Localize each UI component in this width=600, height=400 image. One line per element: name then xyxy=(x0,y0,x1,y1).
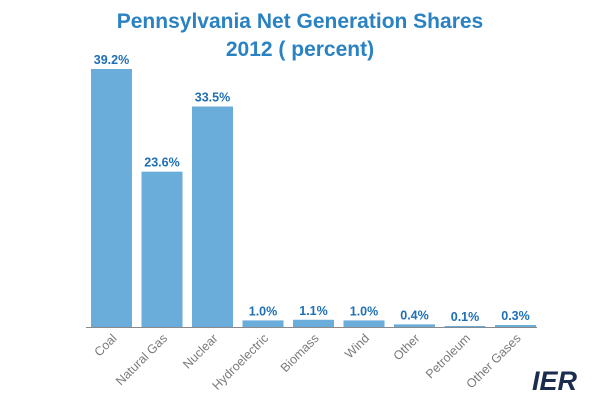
value-label: 0.1% xyxy=(451,310,480,324)
value-label: 33.5% xyxy=(195,91,230,105)
category-label: Natural Gas xyxy=(113,331,170,388)
bar-biomass xyxy=(293,319,334,327)
logo-text: IER xyxy=(532,366,578,394)
bar-coal xyxy=(91,69,132,327)
category-label: Biomass xyxy=(278,331,322,375)
bar-wind xyxy=(343,320,385,327)
value-label: 1.1% xyxy=(299,304,328,318)
bar-hydroelectric xyxy=(242,320,284,327)
category-label: Wind xyxy=(342,331,372,361)
category-label: Other xyxy=(391,331,423,363)
value-label: 23.6% xyxy=(144,156,179,170)
value-label: 0.3% xyxy=(501,309,530,323)
value-label: 1.0% xyxy=(249,304,278,318)
bar-petroleum xyxy=(444,326,486,327)
bar-other xyxy=(394,324,435,327)
value-labels-group: 39.2% 23.6% 33.5% 1.0% 1.1% 1.0% 0.4% 0.1% 0.3% xyxy=(94,53,530,324)
category-label: Coal xyxy=(92,331,120,359)
bar-nuclear xyxy=(192,106,233,327)
value-label: 39.2% xyxy=(94,53,129,67)
category-label: Petroleum xyxy=(423,331,473,381)
bars-group xyxy=(91,69,536,327)
value-label: 1.0% xyxy=(350,304,379,318)
value-label: 0.4% xyxy=(400,308,429,322)
chart-title-line-1: Pennsylvania Net Generation Shares xyxy=(116,10,484,33)
category-label: Other Gases xyxy=(464,331,524,391)
chart-title-line-2: 2012 ( percent) xyxy=(225,38,375,61)
bar-natural-gas xyxy=(141,171,183,327)
bar-other-gases xyxy=(495,325,536,327)
ier-logo: IER xyxy=(532,366,578,394)
category-label: Nuclear xyxy=(180,331,220,371)
